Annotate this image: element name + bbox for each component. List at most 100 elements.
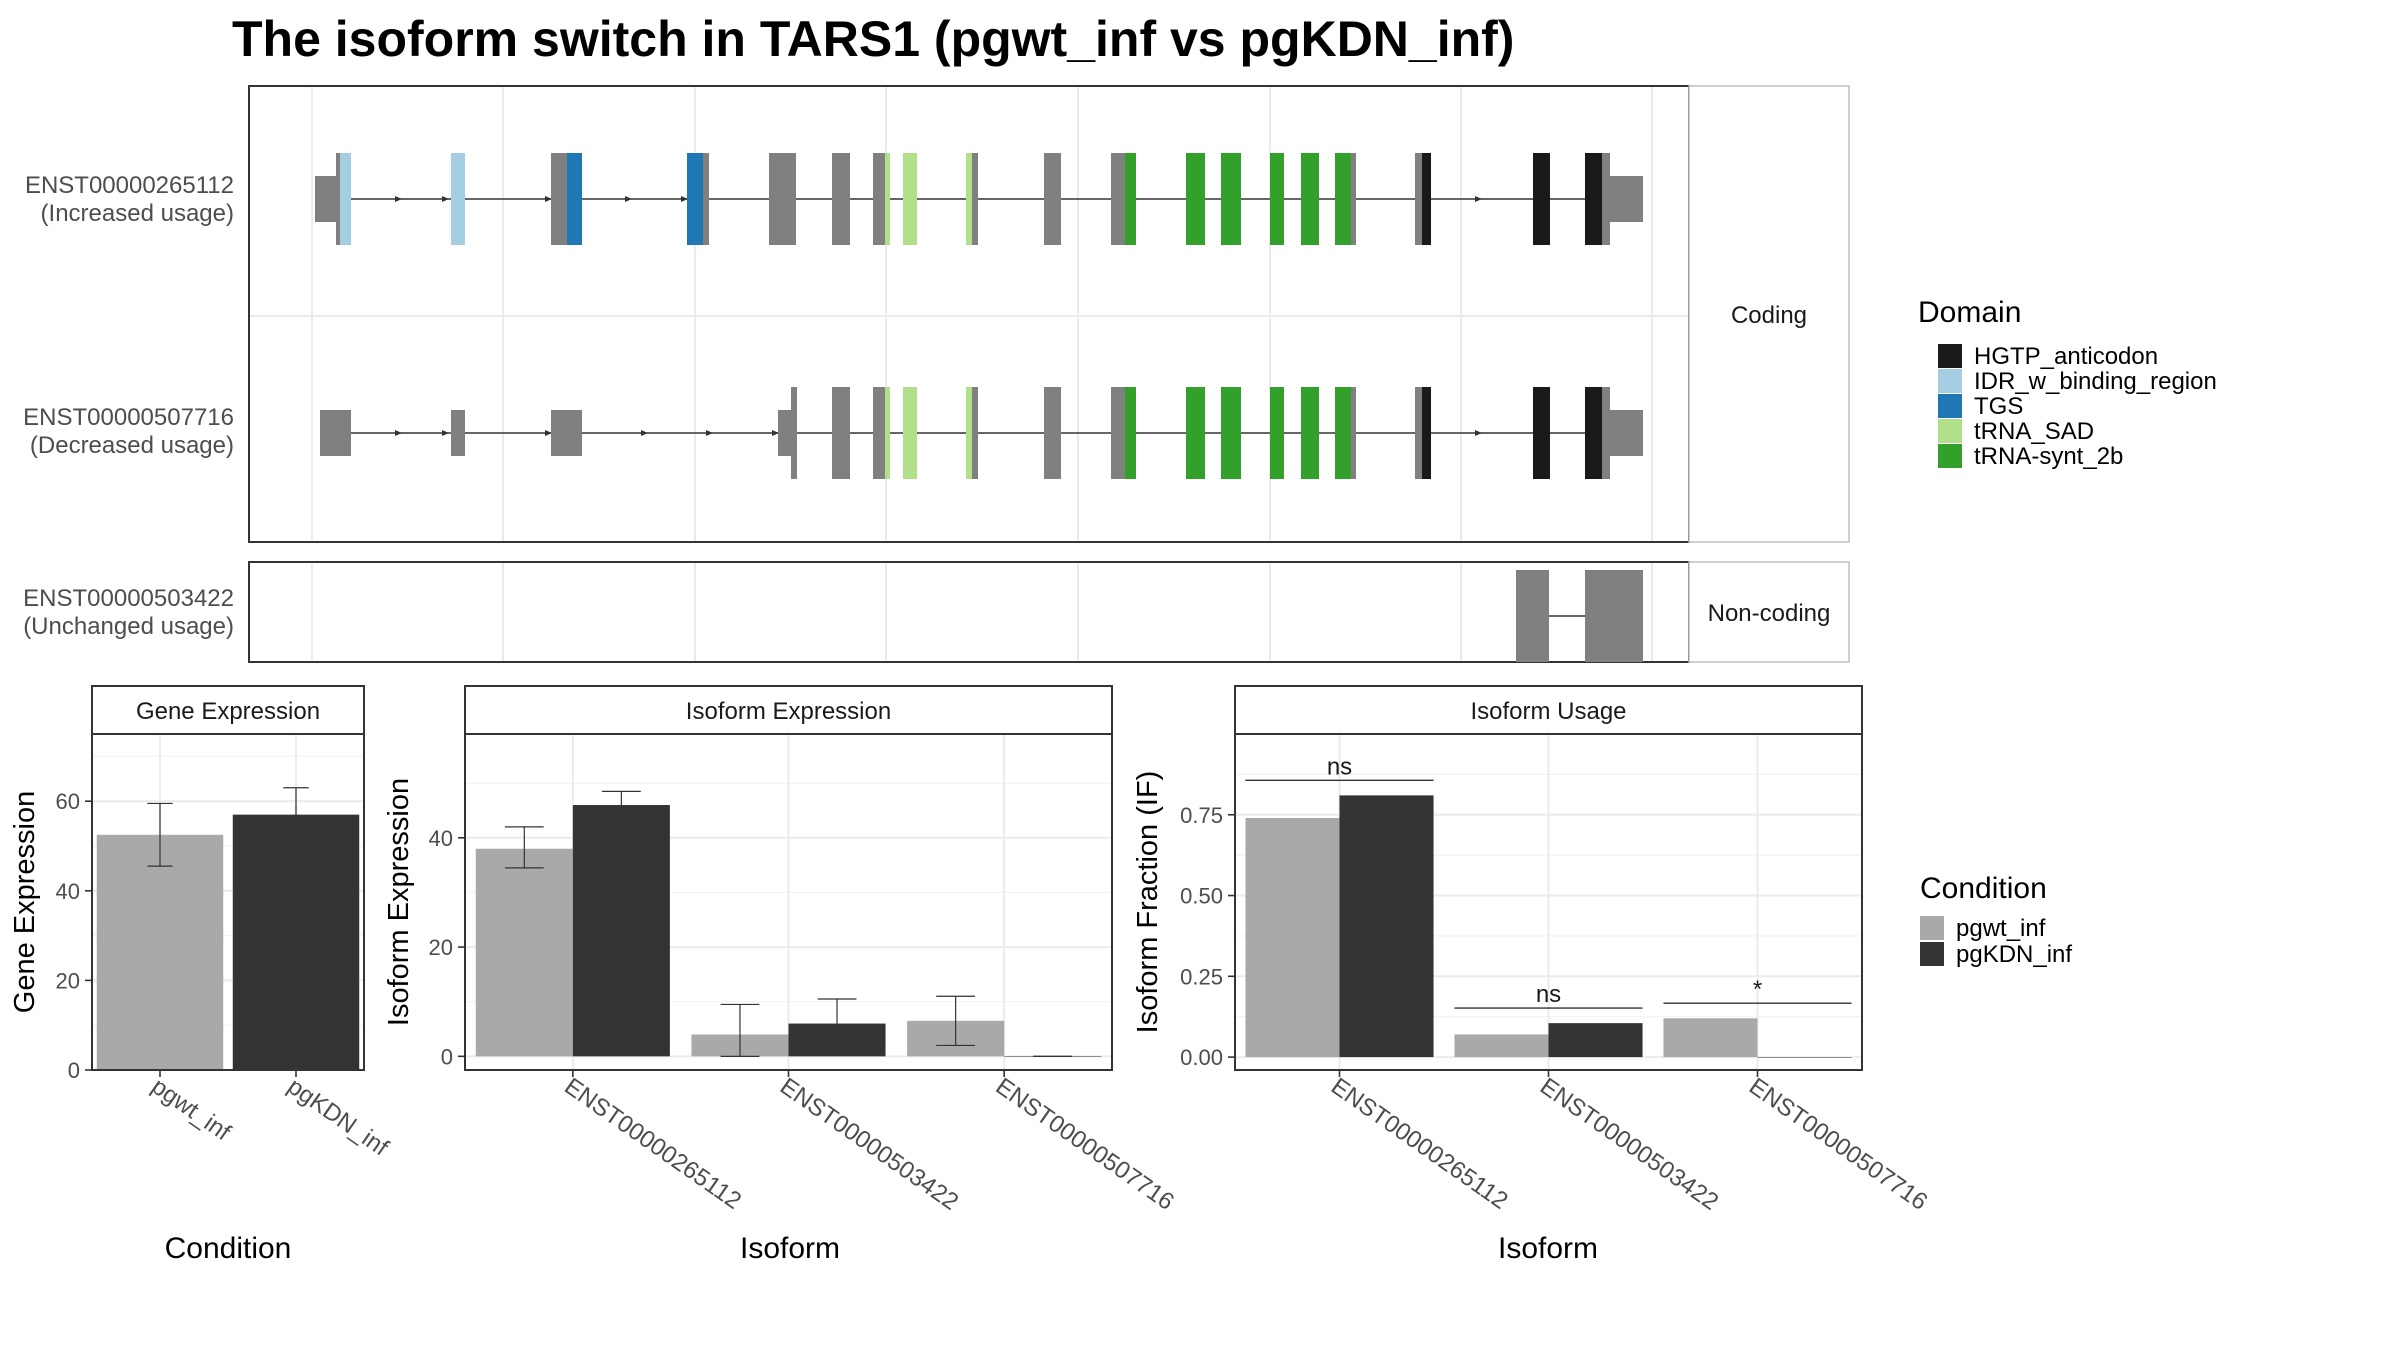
strand-arrow — [772, 430, 779, 436]
strip-noncoding-label: Non-coding — [1708, 600, 1831, 627]
transcript-label-265112-id: ENST00000265112 — [25, 172, 234, 199]
exon-HGTP_anticodon — [1533, 387, 1550, 479]
exon-tRNA_SAD — [885, 387, 890, 479]
exon-tRNA-synt_2b — [1186, 387, 1205, 479]
y-tick-label: 0.00 — [1180, 1045, 1223, 1070]
exon-gray_exon — [1415, 387, 1422, 479]
exon-gray_exon — [972, 387, 978, 479]
noncoding-panel-grid — [311, 563, 1653, 661]
exon-gray_exon — [1044, 153, 1061, 245]
exon-gray_exon — [1351, 153, 1356, 245]
strand-arrow — [706, 430, 713, 436]
strand-arrow — [641, 430, 648, 436]
strip — [1234, 685, 1863, 735]
exon-tRNA-synt_2b — [1186, 153, 1205, 245]
exon-tRNA-synt_2b — [1301, 387, 1319, 479]
strand-arrow — [681, 196, 688, 202]
legend-label-HGTP_anticodon: HGTP_anticodon — [1974, 343, 2158, 370]
x-tick-label: ENST00000503422 — [1535, 1073, 1723, 1216]
exon-IDR_w_binding_region — [340, 153, 351, 245]
exon-tRNA-synt_2b — [1221, 387, 1241, 479]
exon-gray_exon — [791, 387, 797, 479]
y-tick-label: 0 — [441, 1044, 453, 1069]
exon-gray_exon — [1111, 387, 1125, 479]
strand-arrow — [545, 430, 552, 436]
legend-label-tRNA-synt_2b: tRNA-synt_2b — [1974, 443, 2123, 470]
strand-arrow — [1475, 430, 1482, 436]
exon-gray_exon — [769, 153, 796, 245]
bar-pgKDN_inf-ENST00000503422 — [1548, 1023, 1643, 1058]
exon-tRNA-synt_2b — [1125, 153, 1136, 245]
exon-gray_exon — [1602, 153, 1610, 245]
x-tick-label: pgKDN_inf — [283, 1073, 394, 1162]
exon-tRNA-synt_2b — [1270, 387, 1284, 479]
transcript-label-507716-id: ENST00000507716 — [23, 404, 234, 431]
exon-gray_exon — [320, 410, 351, 456]
chart-isoform-usage: ns ns * Isoform Usage 0.00 0.25 0.50 0.75 ENST00… — [1132, 685, 1932, 1265]
exon-HGTP_anticodon — [1422, 153, 1431, 245]
transcript-label-265112-usage: (Increased usage) — [41, 200, 234, 227]
y-tick-label: 20 — [56, 968, 80, 993]
bar-pgKDN_inf-ENST00000265112 — [1339, 795, 1434, 1058]
x-axis-title: Condition — [165, 1232, 292, 1265]
transcript-track-507716 — [320, 387, 1643, 479]
bar-pgwt_inf-ENST00000265112 — [475, 848, 573, 1057]
exon-gray_exon — [1585, 570, 1643, 662]
transcript-structure-panel: Coding Non-coding ENST00000265112 (Incre… — [23, 85, 1850, 663]
y-axis-title: Isoform Fraction (IF) — [1132, 771, 1164, 1034]
transcript-label-503422-id: ENST00000503422 — [23, 585, 234, 612]
legend-swatch-pgKDN_inf — [1920, 942, 1944, 966]
exon-gray_exon — [1044, 387, 1061, 479]
exon-gray_exon — [832, 153, 850, 245]
y-tick-label: 40 — [429, 826, 453, 851]
legend-swatch-HGTP_anticodon — [1938, 344, 1962, 368]
significance-label: ns — [1327, 753, 1352, 780]
exon-HGTP_anticodon — [1585, 153, 1602, 245]
y-tick-label: 0.25 — [1180, 964, 1223, 989]
exon-tRNA_SAD — [903, 153, 917, 245]
strand-arrow — [442, 430, 449, 436]
exon-gray_exon — [1610, 176, 1643, 222]
strip-coding — [1688, 85, 1850, 543]
transcript-track-265112 — [315, 153, 1643, 245]
exon-tRNA_SAD — [966, 387, 972, 479]
condition-legend: Condition pgwt_inf pgKDN_inf — [1920, 872, 2072, 968]
legend-label-pgKDN_inf: pgKDN_inf — [1956, 941, 2072, 968]
legend-label-TGS: TGS — [1974, 393, 2023, 420]
exon-TGS — [567, 153, 582, 245]
x-tick-label: ENST00000503422 — [775, 1073, 963, 1216]
exon-tRNA-synt_2b — [1270, 153, 1284, 245]
strip-label: Gene Expression — [136, 698, 320, 725]
exon-IDR_w_binding_region — [451, 153, 465, 245]
exon-TGS — [687, 153, 703, 245]
legend-label-IDR_w_binding_region: IDR_w_binding_region — [1974, 368, 2217, 395]
exon-gray_exon — [873, 153, 885, 245]
x-tick-label: pgwt_inf — [147, 1073, 236, 1147]
strand-arrow — [395, 430, 402, 436]
legend-swatch-TGS — [1938, 394, 1962, 418]
x-axis-title: Isoform — [740, 1232, 840, 1265]
x-tick-label: ENST00000265112 — [1326, 1073, 1513, 1215]
exon-gray_exon — [873, 387, 885, 479]
exon-gray_exon — [551, 410, 582, 456]
legend-swatch-tRNA-synt_2b — [1938, 444, 1962, 468]
exon-HGTP_anticodon — [1422, 387, 1431, 479]
transcript-label-507716-usage: (Decreased usage) — [30, 432, 234, 459]
strand-arrow — [395, 196, 402, 202]
y-tick-label: 0.75 — [1180, 803, 1223, 828]
exon-tRNA_SAD — [903, 387, 917, 479]
exon-tRNA-synt_2b — [1125, 387, 1136, 479]
exon-tRNA-synt_2b — [1221, 153, 1241, 245]
bar-pgwt_inf-ENST00000503422 — [1454, 1034, 1549, 1058]
strip-label: Isoform Usage — [1470, 698, 1626, 725]
exon-gray_exon — [336, 153, 340, 245]
exon-gray_exon — [972, 153, 978, 245]
exon-gray_exon — [1351, 387, 1356, 479]
y-axis-title: Gene Expression — [9, 791, 41, 1013]
chart-gene-expression: Gene Expression 0 20 40 60 pgwt_inf pgKDN_inf G… — [9, 685, 394, 1265]
exon-tRNA-synt_2b — [1301, 153, 1319, 245]
bar-pgKDN_inf-ENST00000265112 — [572, 805, 670, 1057]
legend-swatch-pgwt_inf — [1920, 916, 1944, 940]
legend-label-pgwt_inf: pgwt_inf — [1956, 915, 2046, 942]
